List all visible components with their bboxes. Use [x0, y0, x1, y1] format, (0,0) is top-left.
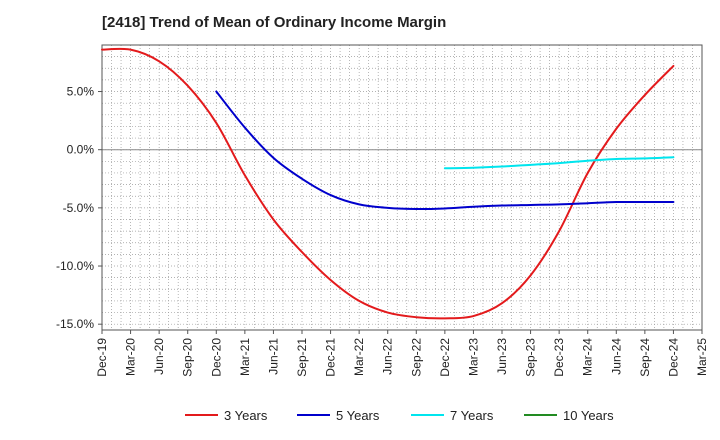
- y-tick-label: -15.0%: [56, 317, 94, 331]
- tick-labels: 5.0% 0.0% -5.0% -10.0% -15.0%Dec-19 Mar-20 Jun…: [56, 85, 709, 377]
- x-tick-label: Dec-24: [666, 338, 680, 377]
- x-tick-label: Jun-24: [609, 338, 623, 375]
- y-tick-label: 0.0%: [67, 143, 95, 157]
- y-tick-label: -10.0%: [56, 259, 94, 273]
- series-line-7-years: [443, 156, 675, 170]
- x-tick-label: Sep-23: [524, 338, 538, 377]
- x-tick-label: Sep-22: [409, 338, 423, 377]
- x-tick-label: Mar-24: [581, 338, 595, 376]
- x-tick-label: Sep-21: [295, 338, 309, 377]
- chart-title: [2418] Trend of Mean of Ordinary Income …: [102, 14, 447, 31]
- x-tick-label: Dec-21: [324, 338, 338, 377]
- x-tick-label: Mar-25: [695, 338, 709, 376]
- x-tick-label: Sep-24: [638, 338, 652, 377]
- x-tick-label: Sep-20: [181, 338, 195, 377]
- y-tick-label: 5.0%: [67, 85, 95, 99]
- y-tick-label: -5.0%: [63, 201, 95, 215]
- x-tick-label: Mar-23: [466, 338, 480, 376]
- legend-label-3-years: 3 Years: [224, 408, 268, 423]
- series-line-5-years: [215, 90, 675, 211]
- x-tick-label: Mar-21: [238, 338, 252, 376]
- legend: 3 Years 5 Years 7 Years 10 Years: [185, 408, 614, 423]
- x-tick-label: Jun-23: [495, 338, 509, 375]
- axes: [98, 44, 703, 334]
- x-tick-label: Dec-19: [95, 338, 109, 377]
- x-tick-label: Mar-22: [352, 338, 366, 376]
- legend-label-10-years: 10 Years: [563, 408, 614, 423]
- series-lines: [101, 47, 675, 320]
- x-tick-label: Dec-22: [438, 338, 452, 377]
- x-tick-label: Dec-20: [209, 338, 223, 377]
- x-tick-label: Jun-20: [152, 338, 166, 375]
- x-tick-label: Dec-23: [552, 338, 566, 377]
- plot-frame: [101, 44, 703, 331]
- x-tick-label: Jun-22: [381, 338, 395, 375]
- x-tick-label: Jun-21: [266, 338, 280, 375]
- legend-label-7-years: 7 Years: [450, 408, 494, 423]
- x-tick-label: Mar-20: [124, 338, 138, 376]
- series-line-3-years: [101, 47, 675, 320]
- grid-lines: [102, 44, 702, 330]
- legend-label-5-years: 5 Years: [336, 408, 380, 423]
